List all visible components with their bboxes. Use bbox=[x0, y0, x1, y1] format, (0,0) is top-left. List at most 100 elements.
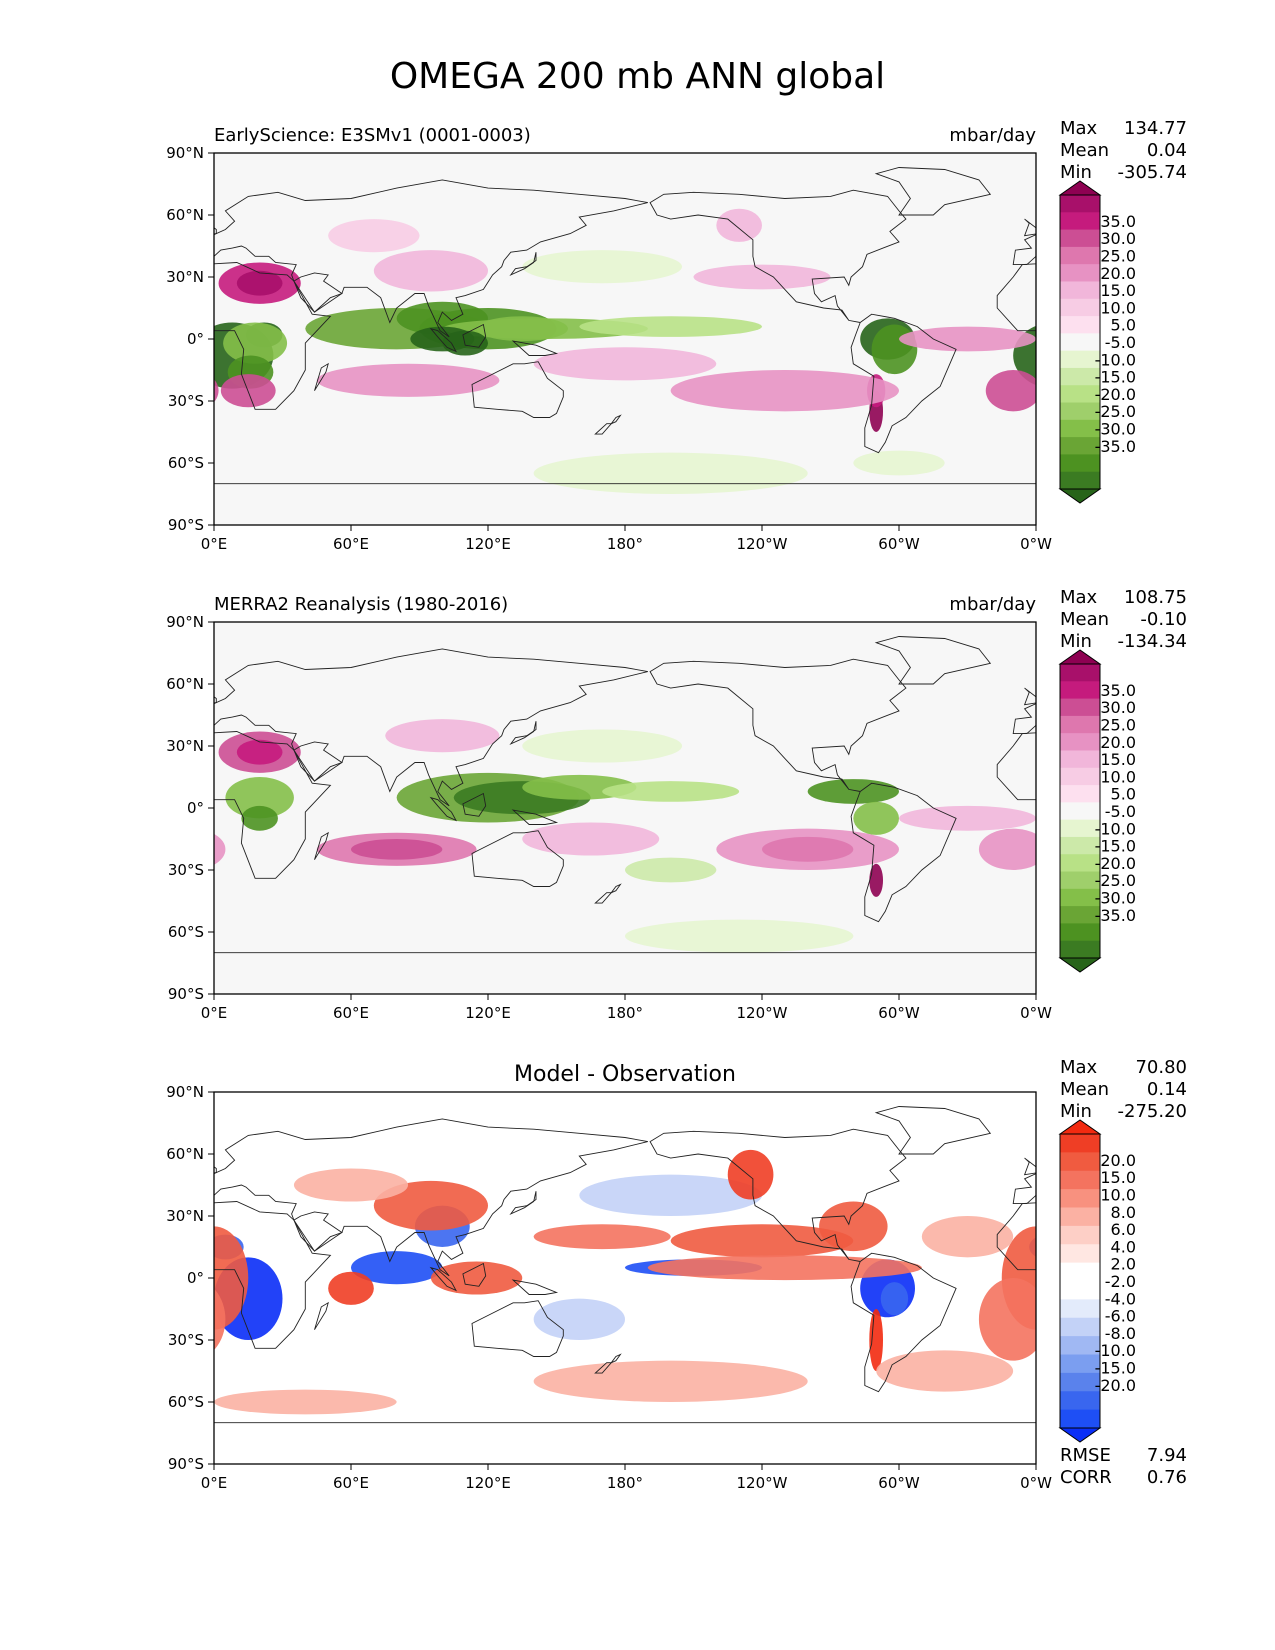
field-blob bbox=[533, 1298, 625, 1341]
field-blob bbox=[59, 1282, 86, 1315]
y-tick-label: 90°N bbox=[166, 613, 204, 631]
field-blob bbox=[985, 370, 1036, 412]
colorbar-tick-label: 6.0 bbox=[1111, 1220, 1136, 1239]
coastline bbox=[609, 883, 622, 894]
colorbar-extend-bottom bbox=[1058, 1427, 1102, 1443]
colorbar-tick-label: -10.0 bbox=[1095, 819, 1136, 838]
coastline bbox=[314, 1301, 329, 1330]
panel-units: mbar/day bbox=[949, 125, 1036, 146]
stat-label-max: Max bbox=[1060, 587, 1098, 608]
stat-value-min: -305.74 bbox=[1118, 162, 1187, 183]
coastline bbox=[874, 636, 992, 685]
field-blob bbox=[871, 324, 918, 375]
stat-label-mean: Mean bbox=[1060, 140, 1109, 161]
colorbar-tick-label: -30.0 bbox=[1095, 888, 1136, 907]
colorbar bbox=[1058, 1119, 1102, 1443]
colorbar-tick-label: -25.0 bbox=[1095, 871, 1136, 890]
x-tick-label: 60°E bbox=[333, 1004, 369, 1022]
field-blob bbox=[47, 391, 61, 432]
colorbar-segment bbox=[1060, 1189, 1100, 1208]
y-tick-label: 30°N bbox=[166, 1207, 204, 1225]
colorbar-tick-label: 4.0 bbox=[1111, 1237, 1136, 1256]
field-blob bbox=[899, 326, 1036, 352]
coastline bbox=[29, 314, 134, 453]
x-tick-label: 120°E bbox=[465, 535, 511, 553]
field-blob bbox=[1127, 308, 1275, 349]
colorbar-tick-label: -10.0 bbox=[1095, 1341, 1136, 1360]
corr-label: CORR bbox=[1060, 1467, 1112, 1488]
field-blob bbox=[625, 919, 854, 953]
y-tick-label: 90°N bbox=[166, 144, 204, 162]
panel-reference bbox=[0, 621, 1275, 1000]
y-tick-label: 60°N bbox=[166, 1145, 204, 1163]
panel-test bbox=[0, 152, 1275, 531]
colorbar-segment bbox=[1060, 419, 1100, 438]
coastline bbox=[996, 263, 1036, 332]
coastline bbox=[0, 190, 84, 322]
field-blob bbox=[625, 857, 717, 883]
corr-value: 0.76 bbox=[1147, 1467, 1187, 1488]
y-tick-label: 90°S bbox=[168, 516, 204, 534]
y-tick-label: 90°S bbox=[168, 985, 204, 1003]
field-blob bbox=[1219, 773, 1275, 823]
field-blob bbox=[1139, 364, 1275, 397]
coastline bbox=[609, 414, 622, 425]
colorbar-segment bbox=[1060, 819, 1100, 838]
field-blob bbox=[1139, 833, 1275, 866]
field-blob bbox=[45, 374, 63, 407]
x-tick-label: 120°W bbox=[737, 1004, 788, 1022]
coastline bbox=[462, 792, 487, 817]
coastline bbox=[214, 1201, 332, 1349]
panel-difference bbox=[59, 1091, 1275, 1470]
field-blob bbox=[47, 864, 61, 897]
colorbar-segment bbox=[1060, 246, 1100, 265]
coastline bbox=[850, 782, 957, 923]
colorbar-tick-label: -15.0 bbox=[1095, 368, 1136, 387]
colorbar-segment bbox=[1060, 281, 1100, 300]
colorbar-segment bbox=[1060, 1244, 1100, 1264]
field-blob bbox=[293, 1168, 409, 1202]
coastline bbox=[0, 659, 84, 791]
field-blob bbox=[1196, 1181, 1275, 1231]
field-blob bbox=[0, 829, 77, 870]
field-blob bbox=[430, 1261, 523, 1295]
field-blob bbox=[522, 729, 683, 763]
colorbar-extend-bottom bbox=[1058, 488, 1102, 504]
coastline bbox=[214, 1118, 648, 1277]
colorbar-segment bbox=[1060, 1299, 1100, 1319]
x-tick-label: 180° bbox=[607, 535, 643, 553]
coastline bbox=[509, 1191, 537, 1216]
colorbar-tick-label: 15.0 bbox=[1100, 281, 1136, 300]
colorbar-segment bbox=[1060, 1170, 1100, 1190]
x-tick-label: 0°W bbox=[1020, 1474, 1052, 1492]
x-tick-label: 60°E bbox=[333, 535, 369, 553]
y-tick-label: 30°S bbox=[168, 1331, 204, 1349]
colorbar-segment bbox=[1060, 1207, 1100, 1227]
colorbar-tick-label: 5.0 bbox=[1111, 785, 1136, 804]
stat-value-mean: -0.10 bbox=[1140, 609, 1187, 630]
field-blob bbox=[1264, 318, 1275, 339]
colorbar-segment bbox=[1060, 333, 1100, 352]
x-tick-label: 0°E bbox=[201, 1474, 228, 1492]
colorbar-tick-label: 25.0 bbox=[1100, 716, 1136, 735]
coastline bbox=[462, 1262, 487, 1287]
colorbar-tick-label: -8.0 bbox=[1105, 1324, 1136, 1343]
coastline bbox=[471, 830, 564, 887]
field-blob bbox=[1196, 250, 1275, 291]
coastline bbox=[594, 892, 613, 904]
colorbar-tick-label: -6.0 bbox=[1105, 1307, 1136, 1326]
field-blob bbox=[899, 805, 1036, 831]
x-tick-label: 60°W bbox=[878, 1004, 920, 1022]
colorbar-tick-label: 10.0 bbox=[1100, 767, 1136, 786]
coastline bbox=[850, 1252, 957, 1393]
coastline bbox=[996, 732, 1036, 801]
field-blob bbox=[762, 836, 854, 862]
stat-label-max: Max bbox=[1060, 118, 1098, 139]
field-blob bbox=[602, 781, 740, 802]
field-blob bbox=[351, 839, 443, 860]
field-blob bbox=[1219, 302, 1275, 335]
coastline bbox=[874, 167, 992, 216]
field-blob bbox=[1150, 1272, 1196, 1305]
x-tick-label: 120°E bbox=[465, 1474, 511, 1492]
